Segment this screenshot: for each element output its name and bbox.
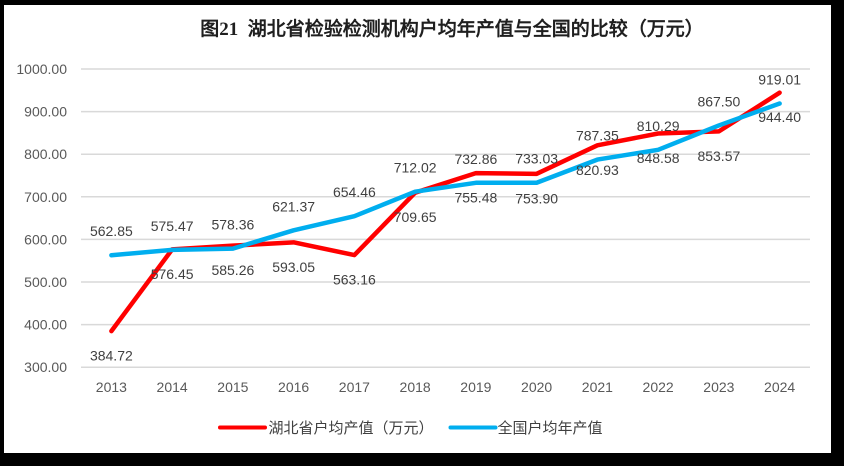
x-axis-label: 2014 bbox=[157, 379, 188, 395]
data-label: 853.57 bbox=[697, 148, 740, 164]
data-label: 575.47 bbox=[151, 218, 194, 234]
y-axis-label: 400.00 bbox=[24, 317, 67, 333]
y-axis-label: 700.00 bbox=[24, 189, 67, 205]
x-axis-label: 2019 bbox=[460, 379, 491, 395]
data-label: 585.26 bbox=[211, 262, 254, 278]
data-label: 654.46 bbox=[333, 184, 376, 200]
x-axis-label: 2018 bbox=[400, 379, 431, 395]
data-label: 848.58 bbox=[637, 150, 680, 166]
x-axis-label: 2016 bbox=[278, 379, 309, 395]
data-label: 753.90 bbox=[515, 190, 558, 206]
series-line-hubei bbox=[109, 90, 782, 334]
gridlines bbox=[81, 68, 810, 368]
data-label: 712.02 bbox=[394, 160, 437, 176]
data-label: 820.93 bbox=[576, 162, 619, 178]
data-label: 621.37 bbox=[272, 198, 315, 214]
data-label: 944.40 bbox=[758, 109, 801, 125]
x-axis-label: 2023 bbox=[703, 379, 734, 395]
legend-label: 湖北省户均产值（万元） bbox=[269, 420, 434, 437]
data-label: 810.29 bbox=[637, 118, 680, 134]
data-label: 733.03 bbox=[515, 151, 558, 167]
chart-frame bbox=[4, 5, 831, 453]
x-axis-label: 2022 bbox=[643, 379, 674, 395]
series-lines bbox=[109, 90, 782, 334]
data-label: 732.86 bbox=[454, 151, 497, 167]
x-axis-tick-labels: 2013 2014 2015 2016 2017 2018 2019 2020 2021 2022… bbox=[96, 379, 796, 395]
x-axis-label: 2020 bbox=[521, 379, 552, 395]
y-axis-label: 800.00 bbox=[24, 146, 67, 162]
chart-title: 图21 湖北省检验检测机构户均年产值与全国的比较（万元） bbox=[200, 17, 704, 40]
x-axis-label: 2021 bbox=[582, 379, 613, 395]
data-label: 867.50 bbox=[697, 93, 740, 109]
x-axis-label: 2024 bbox=[764, 379, 795, 395]
y-axis-label: 300.00 bbox=[24, 359, 67, 375]
y-axis-label: 1000.00 bbox=[16, 61, 67, 77]
x-axis-label: 2017 bbox=[339, 379, 370, 395]
y-axis-tick-labels: 300.00 400.00 500.00 600.00 700.00 800.00 900.… bbox=[16, 61, 67, 375]
y-axis-label: 600.00 bbox=[24, 231, 67, 247]
legend: 湖北省户均产值（万元） 全国户均年产值 bbox=[218, 419, 603, 437]
x-axis-label: 2015 bbox=[217, 379, 248, 395]
y-axis-label: 900.00 bbox=[24, 104, 67, 120]
data-label: 384.72 bbox=[90, 348, 133, 364]
series-line-national bbox=[109, 101, 782, 258]
data-label: 578.36 bbox=[211, 217, 254, 233]
data-label: 562.85 bbox=[90, 223, 133, 239]
data-label: 755.48 bbox=[454, 190, 497, 206]
legend-label: 全国户均年产值 bbox=[498, 419, 603, 437]
x-axis-label: 2013 bbox=[96, 379, 127, 395]
data-label: 787.35 bbox=[576, 128, 619, 144]
data-label: 593.05 bbox=[272, 259, 315, 275]
data-label: 576.45 bbox=[151, 266, 194, 282]
y-axis-label: 500.00 bbox=[24, 274, 67, 290]
data-label: 919.01 bbox=[758, 72, 801, 88]
data-label: 709.65 bbox=[394, 209, 437, 225]
data-labels: 384.72 576.45 585.26 593.05 563.16 709.65 755.… bbox=[90, 72, 801, 364]
data-label: 563.16 bbox=[333, 272, 376, 288]
